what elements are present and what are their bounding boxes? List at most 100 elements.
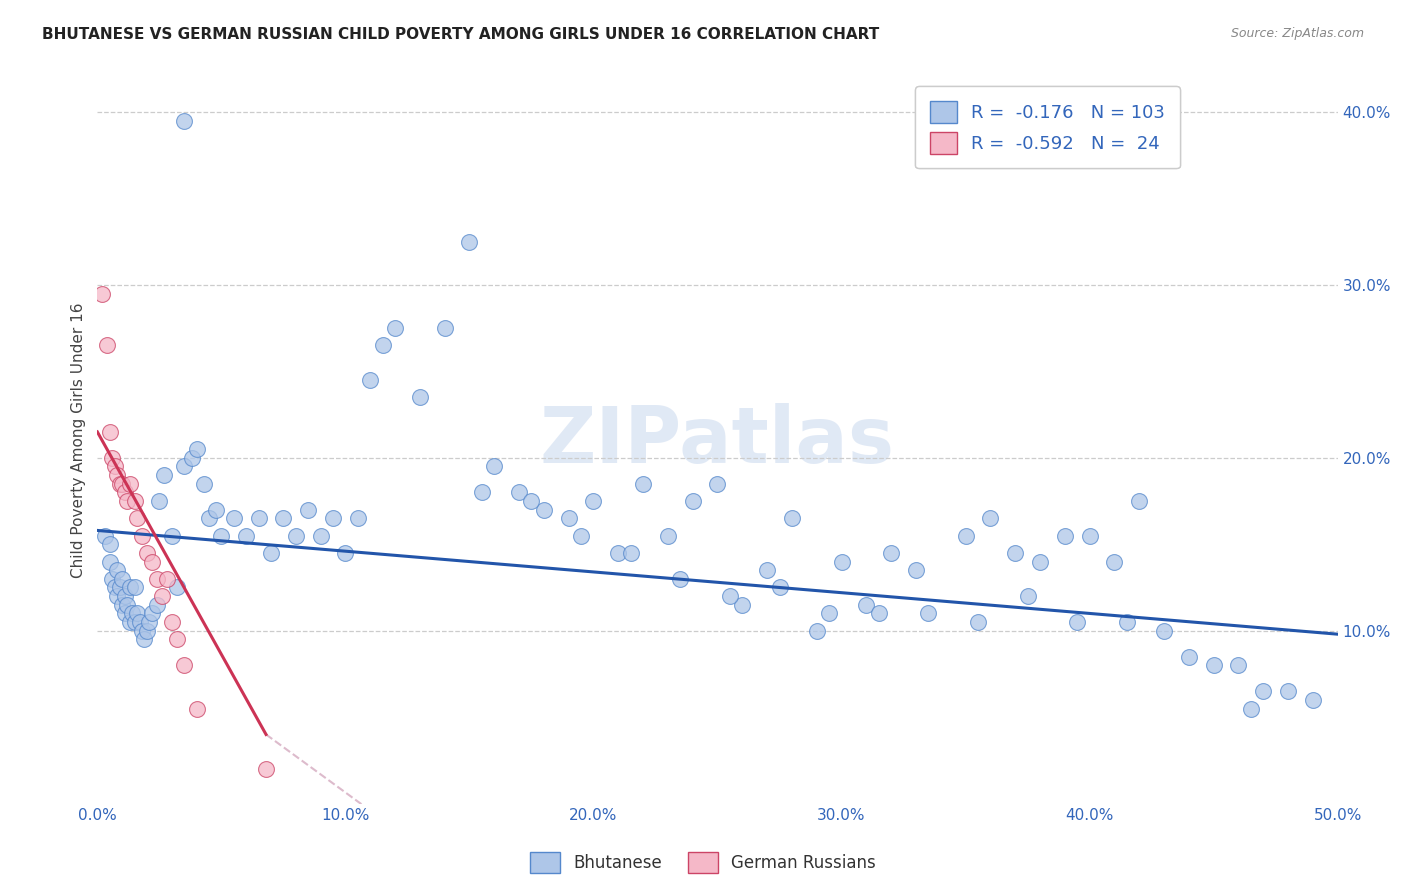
Point [1066,615,1088,629]
Point [322,511,344,525]
Point [94,528,117,542]
Point [173,459,195,474]
Point [173,658,195,673]
Point [706,476,728,491]
Point [160,615,183,629]
Point [125,511,148,525]
Point [1053,528,1076,542]
Point [582,494,605,508]
Point [631,476,654,491]
Point [979,511,1001,525]
Point [818,607,841,621]
Point [520,494,543,508]
Point [138,615,160,629]
Text: Source: ZipAtlas.com: Source: ZipAtlas.com [1230,27,1364,40]
Point [880,546,903,560]
Point [118,476,141,491]
Point [1202,658,1225,673]
Point [346,511,368,525]
Point [780,511,803,525]
Point [1251,684,1274,698]
Point [105,468,128,483]
Point [409,390,432,404]
Point [1128,494,1150,508]
Point [108,581,131,595]
Point [115,494,138,508]
Point [105,563,128,577]
Point [114,607,136,621]
Point [297,502,319,516]
Point [114,589,136,603]
Point [458,235,481,249]
Point [186,442,208,457]
Text: BHUTANESE VS GERMAN RUSSIAN CHILD POVERTY AMONG GIRLS UNDER 16 CORRELATION CHART: BHUTANESE VS GERMAN RUSSIAN CHILD POVERT… [42,27,879,42]
Point [1017,589,1039,603]
Point [508,485,530,500]
Point [160,528,183,542]
Point [1302,693,1324,707]
Point [98,537,121,551]
Point [111,598,134,612]
Point [235,528,257,542]
Point [955,528,977,542]
Point [198,511,221,525]
Point [166,581,188,595]
Point [156,572,179,586]
Point [484,459,506,474]
Point [718,589,741,603]
Point [134,632,156,647]
Point [254,762,277,776]
Point [104,459,127,474]
Point [260,546,283,560]
Point [756,563,779,577]
Point [193,476,215,491]
Point [108,476,131,491]
Point [101,572,124,586]
Point [1104,555,1126,569]
Point [166,632,188,647]
Point [115,598,138,612]
Point [359,373,381,387]
Point [917,607,939,621]
Point [148,494,170,508]
Point [855,598,877,612]
Point [205,502,228,516]
Point [96,338,118,352]
Point [247,511,270,525]
Point [209,528,232,542]
Point [121,607,143,621]
Point [273,511,295,525]
Point [1277,684,1299,698]
Point [433,321,456,335]
Point [620,546,643,560]
Point [114,485,136,500]
Point [104,581,127,595]
Point [111,476,134,491]
Point [111,572,134,586]
Point [180,450,202,465]
Point [768,581,790,595]
Point [91,286,114,301]
Point [1078,528,1101,542]
Point [557,511,579,525]
Point [146,572,169,586]
Point [284,528,307,542]
Point [128,615,150,629]
Point [125,607,148,621]
Point [153,468,176,483]
Point [731,598,754,612]
Point [150,589,173,603]
Point [1153,624,1175,638]
Point [118,615,141,629]
Point [1227,658,1250,673]
Point [136,546,159,560]
Point [222,511,245,525]
Text: ZIPatlas: ZIPatlas [540,402,896,478]
Point [1029,555,1052,569]
Point [186,701,208,715]
Point [131,624,153,638]
Legend: R =  -0.176   N = 103, R =  -0.592   N =  24: R = -0.176 N = 103, R = -0.592 N = 24 [915,87,1180,169]
Point [904,563,927,577]
Point [141,555,163,569]
Point [657,528,679,542]
